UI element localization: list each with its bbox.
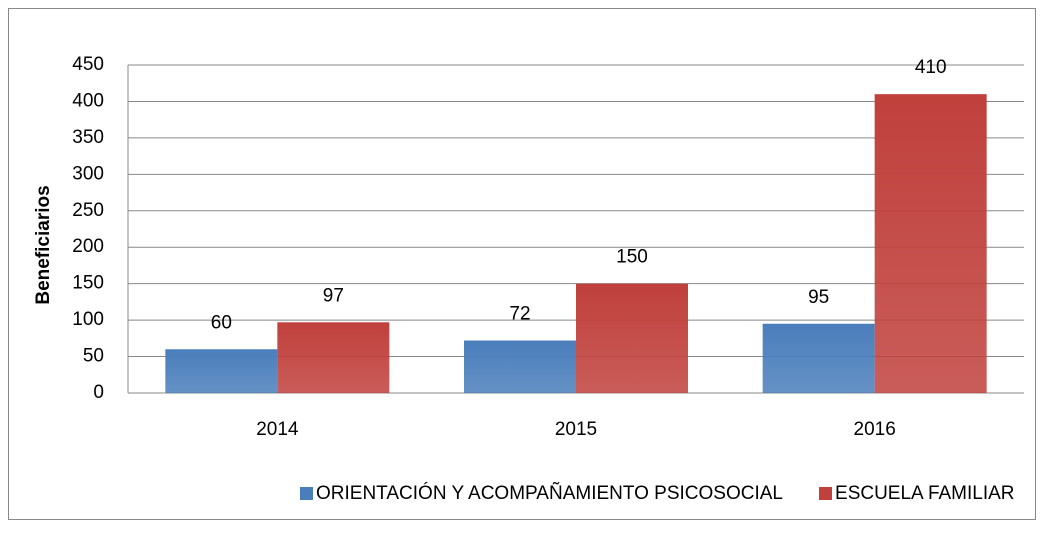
bar <box>576 283 688 393</box>
y-tick-label: 400 <box>72 90 104 111</box>
y-tick-label: 150 <box>72 273 104 294</box>
bar <box>874 94 987 394</box>
chart-border <box>8 8 1036 520</box>
data-label: 72 <box>509 304 530 325</box>
legend-label: ESCUELA FAMILIAR <box>835 483 1015 504</box>
data-label: 150 <box>616 247 648 268</box>
x-tick-label: 2016 <box>854 419 896 440</box>
bar <box>165 349 278 393</box>
y-tick-label: 250 <box>72 200 104 221</box>
legend-swatch <box>819 487 833 500</box>
x-tick-label: 2015 <box>555 419 597 440</box>
x-tick-label: 2014 <box>256 419 299 440</box>
bar <box>277 322 390 393</box>
data-label: 97 <box>323 285 344 306</box>
y-tick-label: 50 <box>83 346 104 367</box>
y-tick-label: 0 <box>93 382 104 403</box>
y-tick-label: 100 <box>72 309 104 330</box>
legend-label: ORIENTACIÓN Y ACOMPAÑAMIENTO PSICOSOCIAL <box>316 482 783 504</box>
y-tick-label: 350 <box>72 127 104 148</box>
data-label: 410 <box>915 57 947 78</box>
y-tick-label: 300 <box>72 163 104 184</box>
y-tick-label: 200 <box>72 236 104 257</box>
y-axis-label: Beneficiarios <box>33 185 54 304</box>
y-tick-label: 450 <box>72 54 104 75</box>
legend-swatch <box>300 487 313 500</box>
data-label: 60 <box>211 312 232 333</box>
bar <box>762 323 875 393</box>
bar <box>464 340 576 393</box>
data-label: 95 <box>808 287 829 308</box>
